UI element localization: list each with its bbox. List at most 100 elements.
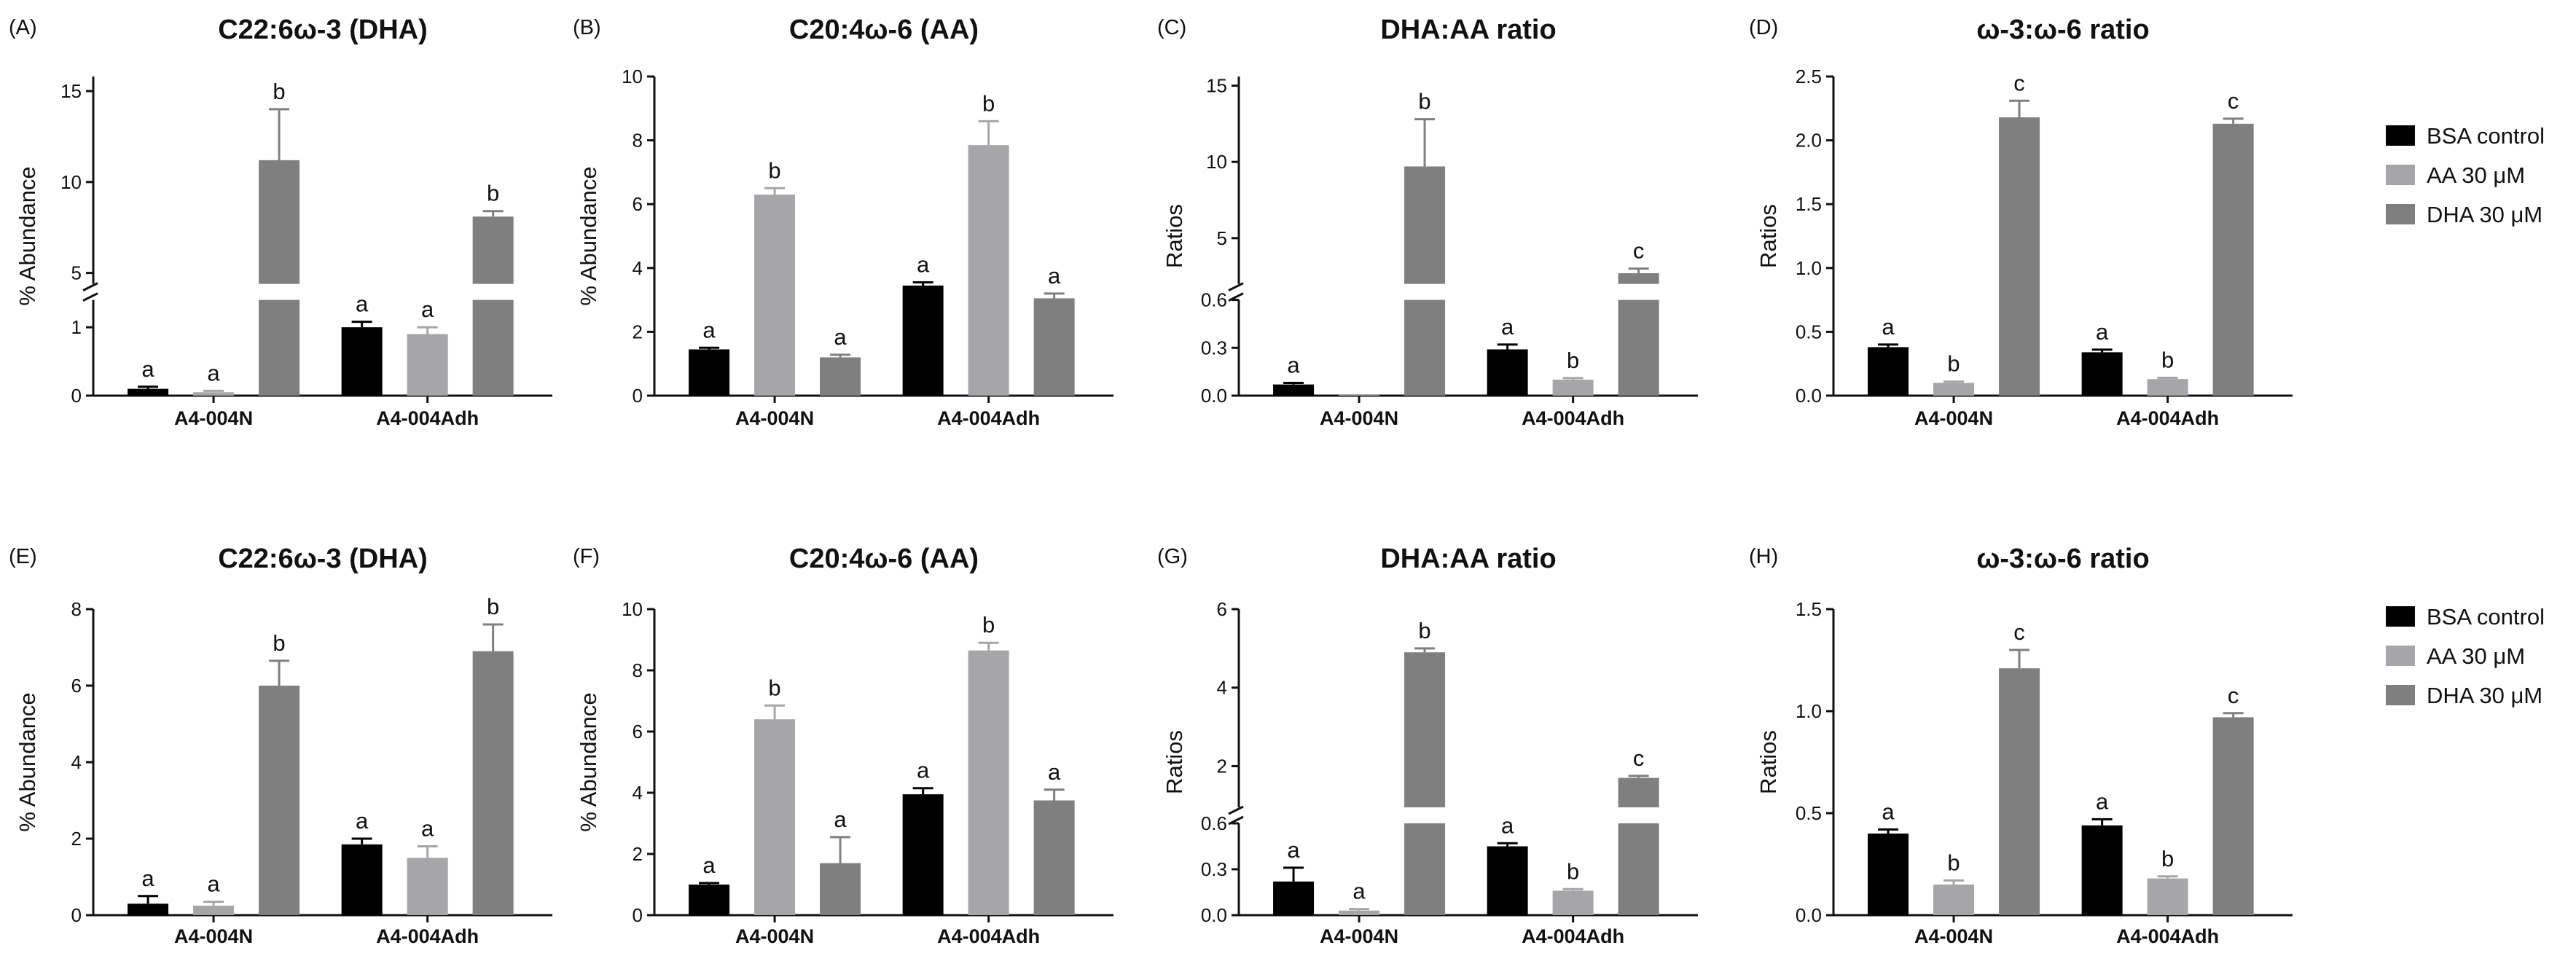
chart-panel-a: (A) C22:6ω-3 (DHA)% Abundance0151015A4-00… xyxy=(9,15,552,429)
bar xyxy=(1273,384,1315,396)
panel-letter: (D) xyxy=(1749,16,1778,39)
legend: BSA control AA 30 μM DHA 30 μM xyxy=(2386,604,2545,708)
y-axis-label: % Abundance xyxy=(15,692,40,831)
x-tick-label: A4-004Adh xyxy=(2116,407,2219,429)
legend-label: AA 30 μM xyxy=(2427,162,2525,188)
bar xyxy=(1339,910,1380,915)
y-tick-label: 0 xyxy=(71,904,82,926)
chart-panel-f: (F) C20:4ω-6 (AA) % Abundance 0 2 4 6 8 10 A4-004… xyxy=(573,544,1113,947)
bar xyxy=(259,686,300,915)
significance-label: b xyxy=(1418,618,1430,643)
bar xyxy=(754,195,796,396)
y-tick-label: 0 xyxy=(633,385,643,407)
y-tick-label: 2.5 xyxy=(1796,66,1822,87)
bar xyxy=(820,863,861,915)
x-tick-label: A4-004N xyxy=(1320,407,1398,429)
bar xyxy=(1618,299,1659,396)
bar xyxy=(1404,823,1446,915)
y-tick-label: 5 xyxy=(1217,227,1227,249)
y-tick-label: 0.0 xyxy=(1796,904,1822,926)
significance-label: a xyxy=(1287,837,1300,863)
significance-label: c xyxy=(2228,88,2239,114)
y-tick-label: 15 xyxy=(60,80,82,102)
significance-label: a xyxy=(917,758,930,783)
significance-label: b xyxy=(2161,347,2174,372)
significance-label: b xyxy=(1947,850,1960,875)
bar xyxy=(472,216,514,284)
bar xyxy=(754,719,796,915)
significance-label: b xyxy=(1947,351,1960,377)
y-axis-label: Ratios xyxy=(1755,730,1781,794)
y-tick-label: 0.5 xyxy=(1796,321,1822,342)
y-tick-label: 1 xyxy=(71,316,82,338)
x-tick-label: A4-004Adh xyxy=(1522,407,1624,429)
bar xyxy=(1552,380,1594,396)
bar xyxy=(1033,298,1075,396)
significance-label: b xyxy=(1567,858,1579,884)
significance-label: b xyxy=(273,630,285,656)
bar xyxy=(472,651,514,915)
bar xyxy=(2212,717,2254,915)
significance-label: b xyxy=(768,675,780,700)
y-tick-label: 0.6 xyxy=(1201,289,1227,311)
bar xyxy=(1999,668,2040,915)
panel-letter: (C) xyxy=(1157,16,1186,39)
y-tick-label: 0.5 xyxy=(1796,802,1822,824)
panel-letter: (B) xyxy=(573,16,601,39)
y-tick-label: 8 xyxy=(71,598,82,620)
y-axis-label: % Abundance xyxy=(576,692,601,831)
significance-label: a xyxy=(702,853,716,878)
significance-label: a xyxy=(1501,314,1514,340)
bar xyxy=(1618,777,1659,807)
significance-label: a xyxy=(834,807,847,832)
panel-letter: (E) xyxy=(9,545,37,568)
legend-swatch xyxy=(2386,606,2415,627)
bar xyxy=(1868,834,1909,915)
x-tick-label: A4-004Adh xyxy=(937,925,1040,947)
bar xyxy=(2081,352,2123,396)
chart-panel-e: (E) C22:6ω-3 (DHA) % Abundance 0 2 4 6 8 A4-004N… xyxy=(9,544,552,947)
significance-label: a xyxy=(141,356,154,382)
legend-label: BSA control xyxy=(2427,123,2545,149)
x-tick-label: A4-004Adh xyxy=(376,925,479,947)
chart-panel-d: (D) ω-3:ω-6 ratio Ratios 0.0 0.5 1.0 1.5 2.0 2.5… xyxy=(1749,15,2293,429)
significance-label: b xyxy=(2161,846,2174,871)
x-tick-label: A4-004N xyxy=(174,407,253,429)
bar xyxy=(2147,379,2188,396)
y-tick-label: 0.0 xyxy=(1796,385,1822,407)
significance-label: c xyxy=(1633,238,1645,264)
y-tick-label: 5 xyxy=(71,262,82,284)
bar xyxy=(341,327,383,396)
y-tick-label: 0.3 xyxy=(1201,858,1227,880)
y-tick-label: 0.0 xyxy=(1201,904,1227,926)
bar xyxy=(472,299,514,396)
bar xyxy=(407,334,448,396)
chart-title: DHA:AA ratio xyxy=(1380,544,1556,574)
chart-panel-c: (C) DHA:AA ratio Ratios 0.0 0.3 0.6 5 10 15 A4-00… xyxy=(1157,15,1698,429)
significance-label: a xyxy=(356,291,369,317)
chart-title: ω-3:ω-6 ratio xyxy=(1976,544,2149,574)
x-tick-label: A4-004N xyxy=(1320,925,1398,947)
bar xyxy=(1487,846,1528,915)
y-tick-label: 2.0 xyxy=(1796,130,1822,152)
bar xyxy=(1404,652,1446,807)
y-tick-label: 6 xyxy=(1217,598,1227,620)
bar xyxy=(341,844,383,915)
axis-break-mark xyxy=(82,282,98,291)
bar xyxy=(902,794,944,915)
y-tick-label: 6 xyxy=(633,193,643,215)
y-tick-label: 6 xyxy=(633,721,643,742)
axis-break-mark xyxy=(1228,282,1244,291)
bar xyxy=(902,285,944,396)
bar xyxy=(128,388,169,396)
bar xyxy=(968,650,1009,915)
y-tick-label: 4 xyxy=(1217,677,1227,699)
y-tick-label: 10 xyxy=(622,66,643,87)
y-axis-label: Ratios xyxy=(1755,204,1781,268)
bar xyxy=(193,905,235,915)
bar xyxy=(2147,878,2188,915)
y-tick-label: 1.5 xyxy=(1796,598,1822,620)
panel-letter: (F) xyxy=(573,545,600,568)
bar xyxy=(1933,885,1975,915)
y-axis-label: % Abundance xyxy=(15,166,40,305)
